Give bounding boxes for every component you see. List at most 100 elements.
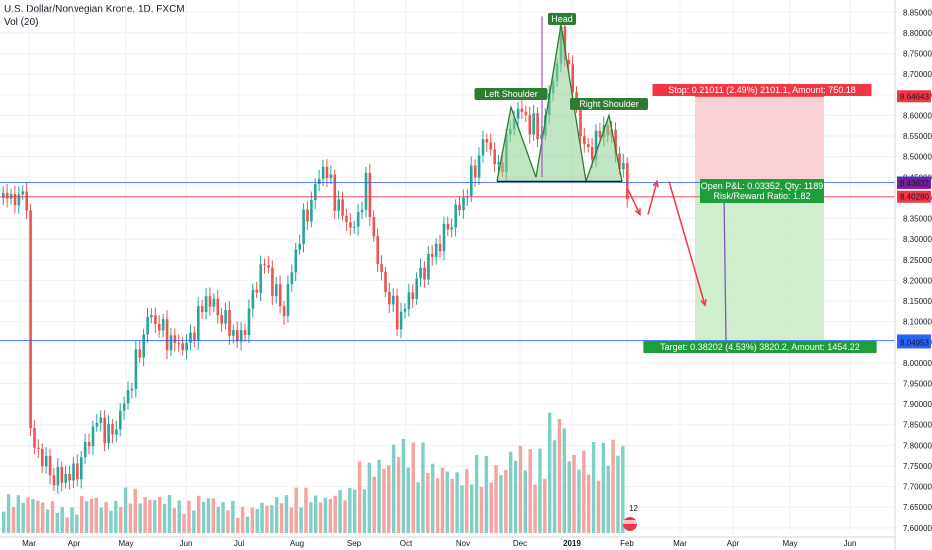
time-axis-tick: Apr [727, 539, 740, 548]
volume-bar [289, 507, 294, 533]
volume-bar [504, 469, 508, 533]
volume-bar [421, 442, 425, 533]
volume-bar [455, 472, 459, 533]
volume-bar [392, 444, 396, 533]
target-info-label-box [643, 341, 877, 353]
candle-body [193, 332, 196, 341]
time-axis-tick: Nov [456, 539, 470, 548]
candle-body [259, 264, 262, 293]
volume-bar [231, 500, 235, 533]
volume-bar [255, 508, 259, 533]
candle-body [376, 236, 379, 264]
candle-body [37, 447, 40, 450]
volume-bar [133, 488, 138, 533]
volume-bar [357, 461, 362, 533]
volume-bar [577, 469, 581, 533]
head-and-shoulders-fill [497, 24, 622, 182]
candle-body [579, 107, 582, 137]
candle-body [360, 209, 364, 213]
candle-body [317, 178, 321, 184]
price-axis-tick: 8.85000 [903, 8, 932, 17]
candle-body [325, 166, 329, 178]
candle-body [44, 455, 48, 467]
candle-body [407, 292, 411, 309]
price-axis-tick: 8.55000 [903, 132, 932, 141]
volume-bar [431, 463, 435, 533]
open-pl-label: Open P&L: 0.03352, Qty: 1189 [701, 181, 823, 191]
candle-body [146, 317, 149, 335]
candle-body [17, 194, 21, 206]
candle-body [302, 209, 305, 244]
price-axis-tick: 8.75000 [903, 50, 932, 59]
candle-body [197, 306, 200, 341]
projection-arrow [627, 189, 641, 215]
candle-body [528, 114, 532, 135]
volume-bar [353, 489, 357, 533]
candle-body [239, 330, 243, 342]
price-tag-box [897, 336, 931, 349]
volume-bar [279, 503, 284, 533]
candle-body [388, 291, 391, 305]
candle-body [130, 388, 134, 391]
candle-body [567, 59, 571, 65]
head-label-box [548, 13, 576, 25]
volume-bar [162, 503, 167, 533]
stop-info-label: Stop: 0.21011 (2.49%) 2101.1, Amount: 75… [668, 85, 855, 95]
volume-bar [197, 495, 201, 533]
volume-bar [548, 412, 552, 533]
price-tag-box [897, 90, 931, 103]
candle-body [5, 192, 9, 199]
volume-bar [465, 469, 469, 533]
volume-bar [94, 497, 99, 533]
volume-bar [426, 473, 430, 533]
volume-bar [275, 497, 279, 533]
volume-bar [567, 461, 571, 533]
candle-body [473, 165, 477, 178]
volume-bar [318, 502, 323, 533]
price-axis-tick: 7.90000 [903, 400, 932, 409]
candle-body [337, 199, 340, 211]
candle-body [232, 330, 235, 336]
candle-body [72, 463, 75, 481]
candle-body [228, 310, 231, 336]
volume-bar [245, 516, 250, 533]
candle-body [427, 253, 430, 280]
price-axis-tick: 7.75000 [903, 462, 932, 471]
candle-body [434, 243, 438, 257]
candle-body [423, 267, 426, 280]
volume-bar [362, 489, 367, 533]
candle-body [212, 298, 216, 307]
volume-bar [45, 509, 50, 533]
open-pl-box [700, 179, 824, 203]
candle-body [165, 319, 169, 351]
volume-bar [36, 500, 40, 533]
volume-bar [348, 488, 352, 533]
volume-bar [582, 450, 586, 533]
volume-bar [562, 428, 567, 533]
candle-body [341, 199, 344, 216]
volume-bar [2, 511, 6, 533]
volume-bar [172, 508, 177, 533]
candle-body [314, 183, 317, 201]
left-shoulder-label: Left Shoulder [484, 89, 538, 99]
volume-bar [104, 501, 108, 533]
volume-bar [206, 498, 211, 533]
candle-body [626, 162, 629, 200]
volume-bar [11, 507, 16, 533]
volume-bar [270, 505, 274, 533]
volume-bar [396, 457, 401, 533]
volume-bar [450, 478, 454, 533]
head-label: Head [551, 14, 573, 24]
candle-body [446, 223, 450, 230]
volume-bar [401, 438, 406, 533]
volume-bar [309, 502, 313, 533]
candle-body [224, 310, 227, 324]
volume-bar [382, 468, 386, 533]
candle-body [80, 457, 83, 480]
volume-bar [55, 512, 60, 533]
volume-bar [489, 482, 493, 533]
candle-body [470, 165, 473, 197]
candle-body [181, 343, 184, 351]
candle-body [306, 209, 309, 222]
